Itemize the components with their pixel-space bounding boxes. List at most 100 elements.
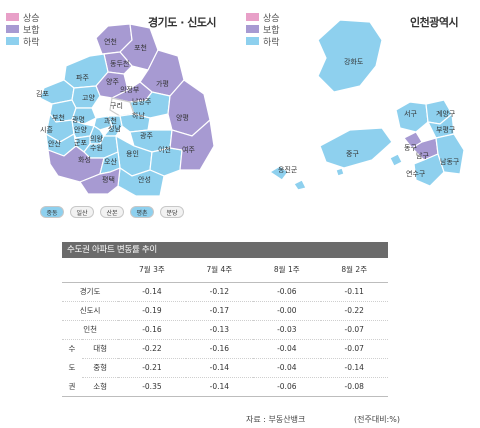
table-cell: -0.16 — [118, 319, 186, 339]
map-label-paju: 파주 — [76, 73, 89, 82]
table-cell: -0.14 — [185, 376, 254, 397]
map-label-gwangmyeong: 광명 — [72, 115, 85, 124]
incheon-legend: 상승 보합 하락 — [246, 11, 280, 48]
table-row: 권 소형 -0.35 -0.14 -0.06 -0.08 — [62, 376, 388, 397]
map-label-goyang: 고양 — [82, 94, 95, 102]
legend-swatch-fall — [6, 37, 19, 45]
map-region-pyeongtaek — [79, 167, 121, 195]
incheon-title: 인천광역시 — [410, 16, 459, 29]
legend-label-fall: 하락 — [23, 37, 40, 48]
map-region-gwacheon — [93, 115, 113, 131]
map-label-yeoju: 여주 — [182, 145, 195, 154]
map-label-ansan: 안산 — [48, 139, 61, 148]
incheon-map-labels: 강화도 서구 계양구 부평구 동구 중구 남구 연수구 남동구 옹진군 — [278, 57, 460, 178]
table-row-label: 경기도 — [62, 281, 119, 301]
map-label-yangju: 양주 — [106, 78, 119, 86]
table-row: 인천 -0.16 -0.13 -0.03 -0.07 — [62, 319, 388, 339]
incheon-map: 강화도 서구 계양구 부평구 동구 중구 남구 연수구 남동구 옹진군 — [268, 19, 465, 191]
map-region-ongjin-3 — [389, 153, 403, 167]
legend-item-rise: 상승 — [246, 11, 280, 24]
table-cell: -0.14 — [118, 281, 186, 301]
legend-item-flat: 보합 — [246, 23, 280, 36]
map-label-junggu: 중구 — [346, 150, 359, 158]
table-cell: -0.21 — [118, 357, 186, 377]
map-label-siheung: 시흥 — [40, 125, 53, 134]
map-label-donggu: 동구 — [404, 144, 417, 152]
map-label-suwon: 수원 — [90, 143, 103, 152]
table-row-label: 소형 — [82, 376, 119, 397]
table-cell: -0.04 — [253, 357, 321, 377]
map-label-icheon: 이천 — [158, 145, 171, 154]
map-label-uiwang: 의왕 — [90, 134, 103, 143]
table-group-label: 권 — [62, 377, 82, 397]
map-label-gunpo: 군포 — [74, 139, 87, 147]
table-cell: -0.08 — [320, 376, 388, 397]
map-label-ganghwa: 강화도 — [344, 57, 364, 66]
legend-swatch-rise — [6, 13, 19, 21]
table-group-label: 도 — [68, 363, 76, 372]
new-town-chip-bundang: 분당 — [160, 206, 184, 218]
map-label-guri: 구리 — [110, 101, 123, 110]
map-label-anyang: 안양 — [74, 125, 87, 134]
legend-swatch-flat — [6, 25, 19, 33]
map-label-namyangju: 남양주 — [132, 97, 152, 106]
map-label-pyeongtaek: 평택 — [102, 175, 115, 184]
map-label-yongin: 용인 — [126, 149, 139, 158]
new-town-chip-pyeongchon: 평촌 — [130, 206, 154, 218]
gyeonggi-map-panel: 연천 포천 동두천 파주 양주 의정부 가평 김포 고양 구리 남양주 부천 광… — [0, 0, 240, 200]
table-source: 자료 : 부동산뱅크 — [246, 415, 306, 424]
table-row: 수 대형 -0.22 -0.16 -0.04 -0.07 — [62, 338, 388, 358]
table-cell: -0.12 — [185, 281, 254, 301]
map-label-namdong: 남동구 — [440, 157, 460, 166]
map-label-anseong: 안성 — [138, 175, 151, 184]
map-label-gapyeong: 가평 — [156, 79, 169, 88]
map-label-yeoncheon: 연천 — [104, 37, 117, 46]
table-cell: -0.22 — [320, 300, 388, 320]
legend-label-flat: 보합 — [23, 25, 40, 36]
table-cell: -0.11 — [320, 281, 388, 301]
map-label-yeonsu: 연수구 — [406, 170, 426, 178]
legend-label-flat: 보합 — [263, 25, 280, 36]
map-region-gwangmyeong — [71, 107, 97, 125]
new-town-chip-ilsan: 일산 — [70, 206, 94, 218]
map-label-osan: 오산 — [104, 157, 117, 166]
table-title: 수도권 아파트 변동률 추이 — [62, 242, 388, 258]
map-label-yangpyeong: 양평 — [176, 113, 189, 122]
map-region-junggu — [319, 127, 393, 169]
table-row-label: 대형 — [82, 338, 119, 358]
map-region-ongjin-1 — [268, 165, 289, 181]
table-cell: -0.14 — [320, 357, 388, 377]
table-cell: -0.03 — [253, 319, 321, 339]
map-label-gwacheon: 과천 — [104, 116, 117, 125]
legend-label-rise: 상승 — [23, 13, 40, 24]
map-label-gwangju: 광주 — [140, 132, 153, 140]
table-cell: -0.14 — [185, 357, 254, 377]
map-region-yeoju — [169, 118, 215, 171]
table-cell: -0.06 — [253, 376, 321, 397]
map-label-namgu: 남구 — [416, 151, 429, 160]
map-label-bupyeong: 부평구 — [436, 125, 456, 134]
table-column-header: 7월 4주 — [206, 265, 233, 275]
map-region-bupyeong — [426, 112, 455, 139]
table-row: 경기도 -0.14 -0.12 -0.06 -0.11 — [62, 281, 388, 301]
table-row-label: 인천 — [62, 319, 119, 339]
gyeonggi-title: 경기도 · 신도시 — [148, 16, 217, 29]
new-town-chip-jungdong: 중동 — [40, 206, 64, 218]
table-group-header — [62, 258, 82, 282]
map-label-gyeyang: 계양구 — [436, 109, 456, 118]
gyeonggi-map-labels: 연천 포천 동두천 파주 양주 의정부 가평 김포 고양 구리 남양주 부천 광… — [36, 37, 195, 184]
table-cell: -0.07 — [320, 319, 388, 339]
legend-swatch-flat — [246, 25, 259, 33]
legend-swatch-fall — [246, 37, 259, 45]
map-region-ongjin-4 — [335, 167, 345, 177]
map-label-hwaseong: 화성 — [78, 155, 91, 164]
table-column-header: 7월 3주 — [139, 265, 165, 275]
legend-item-fall: 하락 — [6, 35, 40, 48]
map-label-uijeongbu: 의정부 — [120, 85, 140, 94]
table-cell: -0.19 — [118, 300, 186, 320]
legend-item-fall: 하락 — [246, 35, 280, 48]
legend-label-rise: 상승 — [263, 13, 280, 24]
table-group-label: 수 — [62, 338, 82, 358]
map-label-ongjin: 옹진군 — [278, 165, 298, 174]
table-cell: -0.13 — [185, 319, 254, 339]
